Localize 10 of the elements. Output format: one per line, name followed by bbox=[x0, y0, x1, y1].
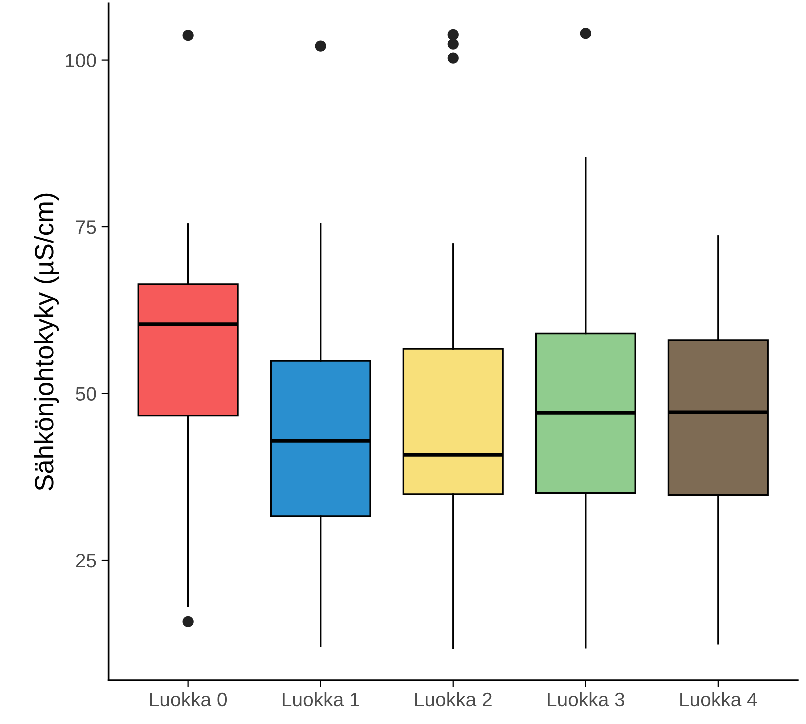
x-tick-label: Luokka 3 bbox=[548, 692, 625, 707]
y-axis-title: Sähkönjohtokyky (µS/cm) bbox=[34, 194, 60, 491]
y-tick-label: 100 bbox=[66, 54, 96, 68]
y-tick-label: 50 bbox=[76, 387, 96, 402]
y-tick-label: 25 bbox=[76, 554, 96, 568]
y-tick-label: 75 bbox=[76, 220, 96, 234]
x-tick-label: Luokka 0 bbox=[150, 692, 228, 707]
x-tick-label: Luokka 1 bbox=[282, 692, 360, 707]
x-tick-label: Luokka 4 bbox=[680, 692, 758, 707]
x-tick-label: Luokka 2 bbox=[416, 692, 492, 707]
